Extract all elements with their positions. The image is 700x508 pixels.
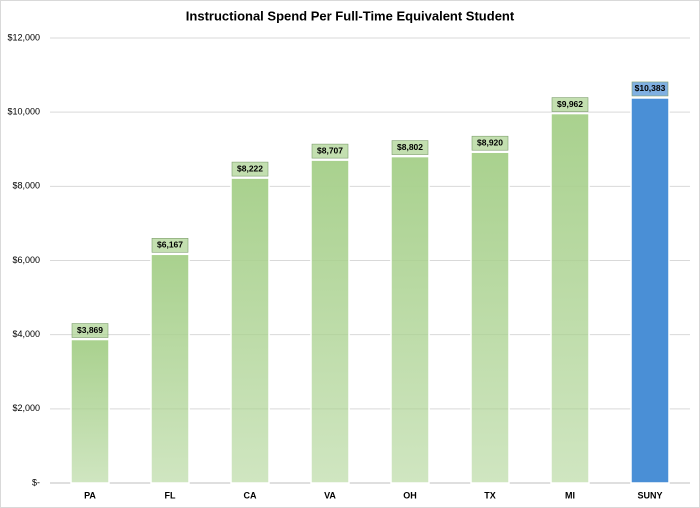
bar [630, 97, 670, 484]
y-tick-label: $- [32, 477, 40, 487]
y-tick-label: $10,000 [7, 107, 40, 117]
x-tick-label: VA [324, 490, 336, 500]
chart-title: Instructional Spend Per Full-Time Equiva… [186, 8, 515, 23]
y-tick-label: $4,000 [12, 329, 40, 339]
bar [70, 338, 110, 484]
value-label-box [631, 81, 669, 97]
value-label-box [71, 323, 109, 338]
value-label-box [551, 97, 589, 112]
x-tick-label: MI [565, 490, 575, 500]
value-label: $8,222 [237, 163, 263, 173]
x-tick-label: FL [165, 490, 176, 500]
value-label: $6,167 [157, 240, 183, 250]
value-label: $3,869 [77, 325, 103, 335]
value-label-box [391, 140, 429, 155]
x-tick-label: SUNY [637, 490, 662, 500]
value-label: $8,920 [477, 137, 503, 147]
y-tick-label: $8,000 [12, 181, 40, 191]
value-label: $8,707 [317, 145, 343, 155]
value-label-box [151, 238, 189, 253]
x-tick-label: PA [84, 490, 96, 500]
bar [150, 253, 190, 484]
value-label: $8,802 [397, 142, 423, 152]
bar [550, 112, 590, 484]
value-label-box [311, 143, 349, 159]
value-label-box [471, 135, 509, 151]
bar [390, 155, 430, 484]
bar [230, 177, 270, 484]
y-tick-label: $6,000 [12, 255, 40, 265]
value-label: $9,962 [557, 99, 583, 109]
x-tick-label: OH [403, 490, 417, 500]
value-label: $10,383 [635, 83, 666, 93]
y-tick-label: $2,000 [12, 403, 40, 413]
x-tick-label: CA [244, 490, 257, 500]
x-tick-label: TX [484, 490, 496, 500]
bar [470, 151, 510, 484]
y-tick-label: $12,000 [7, 32, 40, 42]
bar [310, 159, 350, 484]
value-label-box [231, 161, 269, 177]
